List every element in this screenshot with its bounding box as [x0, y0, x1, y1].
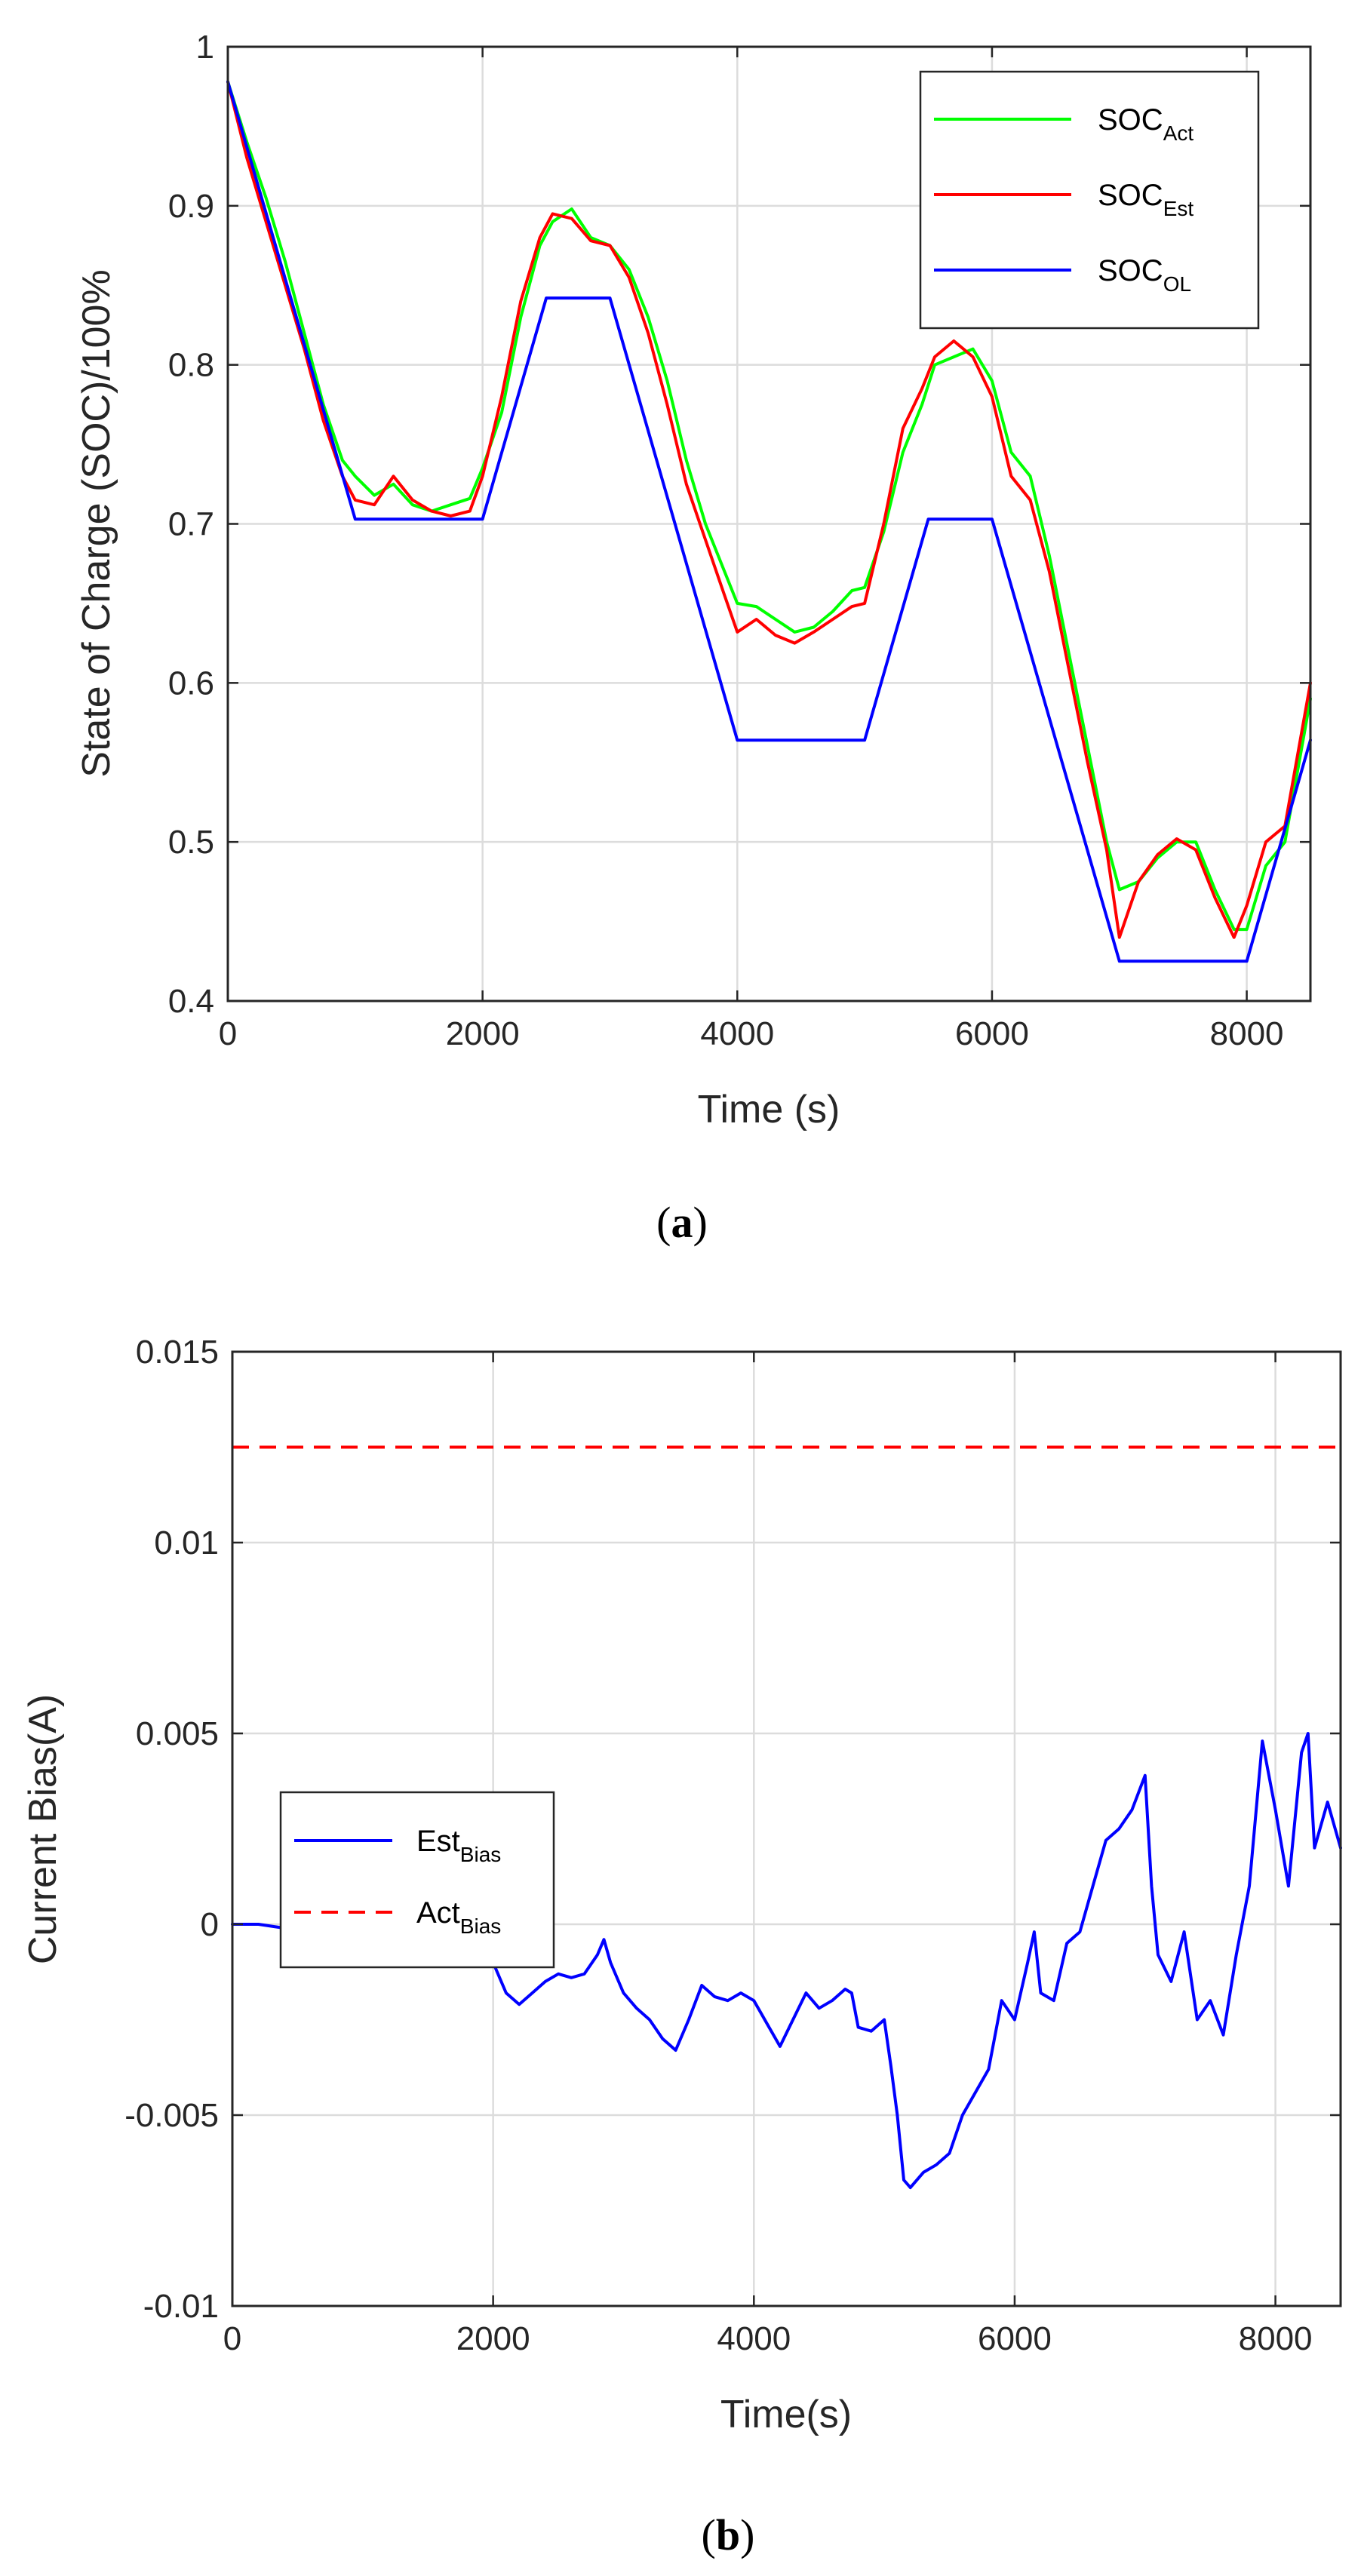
legend-label-main: SOC	[1098, 179, 1163, 212]
legend-label-sub: Bias	[460, 1843, 501, 1866]
y-tick-label: 0.9	[168, 188, 214, 225]
x-tick-label: 0	[219, 1015, 237, 1052]
y-tick-label: 0	[201, 1906, 219, 1943]
legend-label: ActBias	[416, 1896, 501, 1938]
x-tick-label: 8000	[1210, 1015, 1284, 1052]
series-line-soc-est	[226, 80, 1312, 939]
y-tick-label: -0.01	[143, 2288, 219, 2325]
caption-b-letter: b	[716, 2510, 740, 2559]
panel-b-axes-box	[231, 1350, 1342, 2307]
panel-a-x-axis-label: Time (s)	[698, 1088, 840, 1131]
panel-b-legend-box	[279, 1791, 555, 1969]
legend-label: SOCAct	[1098, 103, 1194, 145]
legend-label-main: SOC	[1098, 254, 1163, 287]
y-tick-label: 1	[196, 29, 214, 66]
panel-b-y-axis-label: Current Bias(A)	[21, 1694, 65, 1964]
x-tick-label: 4000	[717, 2320, 791, 2357]
panel-b-ticks: 0 2000 4000 6000 8000 -0.01 -0.005 0 0.005 0.01 0.…	[124, 1334, 1341, 2357]
panel-b-x-axis-label: Time(s)	[720, 2393, 852, 2436]
legend-label-sub: OL	[1163, 272, 1191, 296]
series-line-soc-act	[226, 80, 1312, 932]
legend-label: SOCEst	[1098, 179, 1194, 220]
caption-b: (b)	[702, 2510, 755, 2559]
x-tick-label: 6000	[978, 2320, 1052, 2357]
panel-a-y-axis-label: State of Charge (SOC)/100%	[75, 269, 118, 777]
legend-label-main: SOC	[1098, 103, 1163, 137]
legend-label-sub: Est	[1163, 197, 1194, 220]
legend-label: SOCOL	[1098, 254, 1191, 296]
y-tick-label: 0.7	[168, 506, 214, 543]
y-tick-label: 0.6	[168, 665, 214, 702]
panel-a-legend-box	[919, 70, 1260, 330]
legend-label-main: Act	[416, 1896, 460, 1930]
x-tick-label: 6000	[955, 1015, 1029, 1052]
caption-a: (a)	[656, 1198, 708, 1247]
panel-b: 0 2000 4000 6000 8000 -0.01 -0.005 0 0.005 0.01 0.…	[21, 1334, 1342, 2559]
panel-a: 0 2000 4000 6000 8000 0.4 0.5 0.6 0.7 0.8 0.9 1 Tim…	[75, 29, 1312, 1247]
y-tick-label: 0.5	[168, 824, 214, 861]
legend-label-sub: Bias	[460, 1914, 501, 1938]
x-tick-label: 8000	[1239, 2320, 1313, 2357]
x-tick-label: 2000	[456, 2320, 530, 2357]
panel-a-ticks: 0 2000 4000 6000 8000 0.4 0.5 0.6 0.7 0.8 0.9 1	[168, 29, 1310, 1052]
x-tick-label: 2000	[446, 1015, 520, 1052]
y-tick-label: 0.015	[136, 1334, 219, 1371]
legend-label-sub: Act	[1163, 121, 1194, 145]
y-tick-label: 0.8	[168, 347, 214, 384]
panel-a-series	[226, 80, 1312, 963]
x-tick-label: 4000	[700, 1015, 774, 1052]
caption-a-letter: a	[671, 1198, 693, 1247]
legend-label-main: Est	[416, 1825, 460, 1858]
y-tick-label: 0.01	[154, 1524, 219, 1561]
x-tick-label: 0	[223, 2320, 241, 2357]
series-line-soc-ol	[226, 80, 1312, 963]
legend-label: EstBias	[416, 1825, 501, 1866]
y-tick-label: 0.4	[168, 983, 214, 1020]
y-tick-label: -0.005	[124, 2097, 219, 2134]
y-tick-label: 0.005	[136, 1715, 219, 1752]
